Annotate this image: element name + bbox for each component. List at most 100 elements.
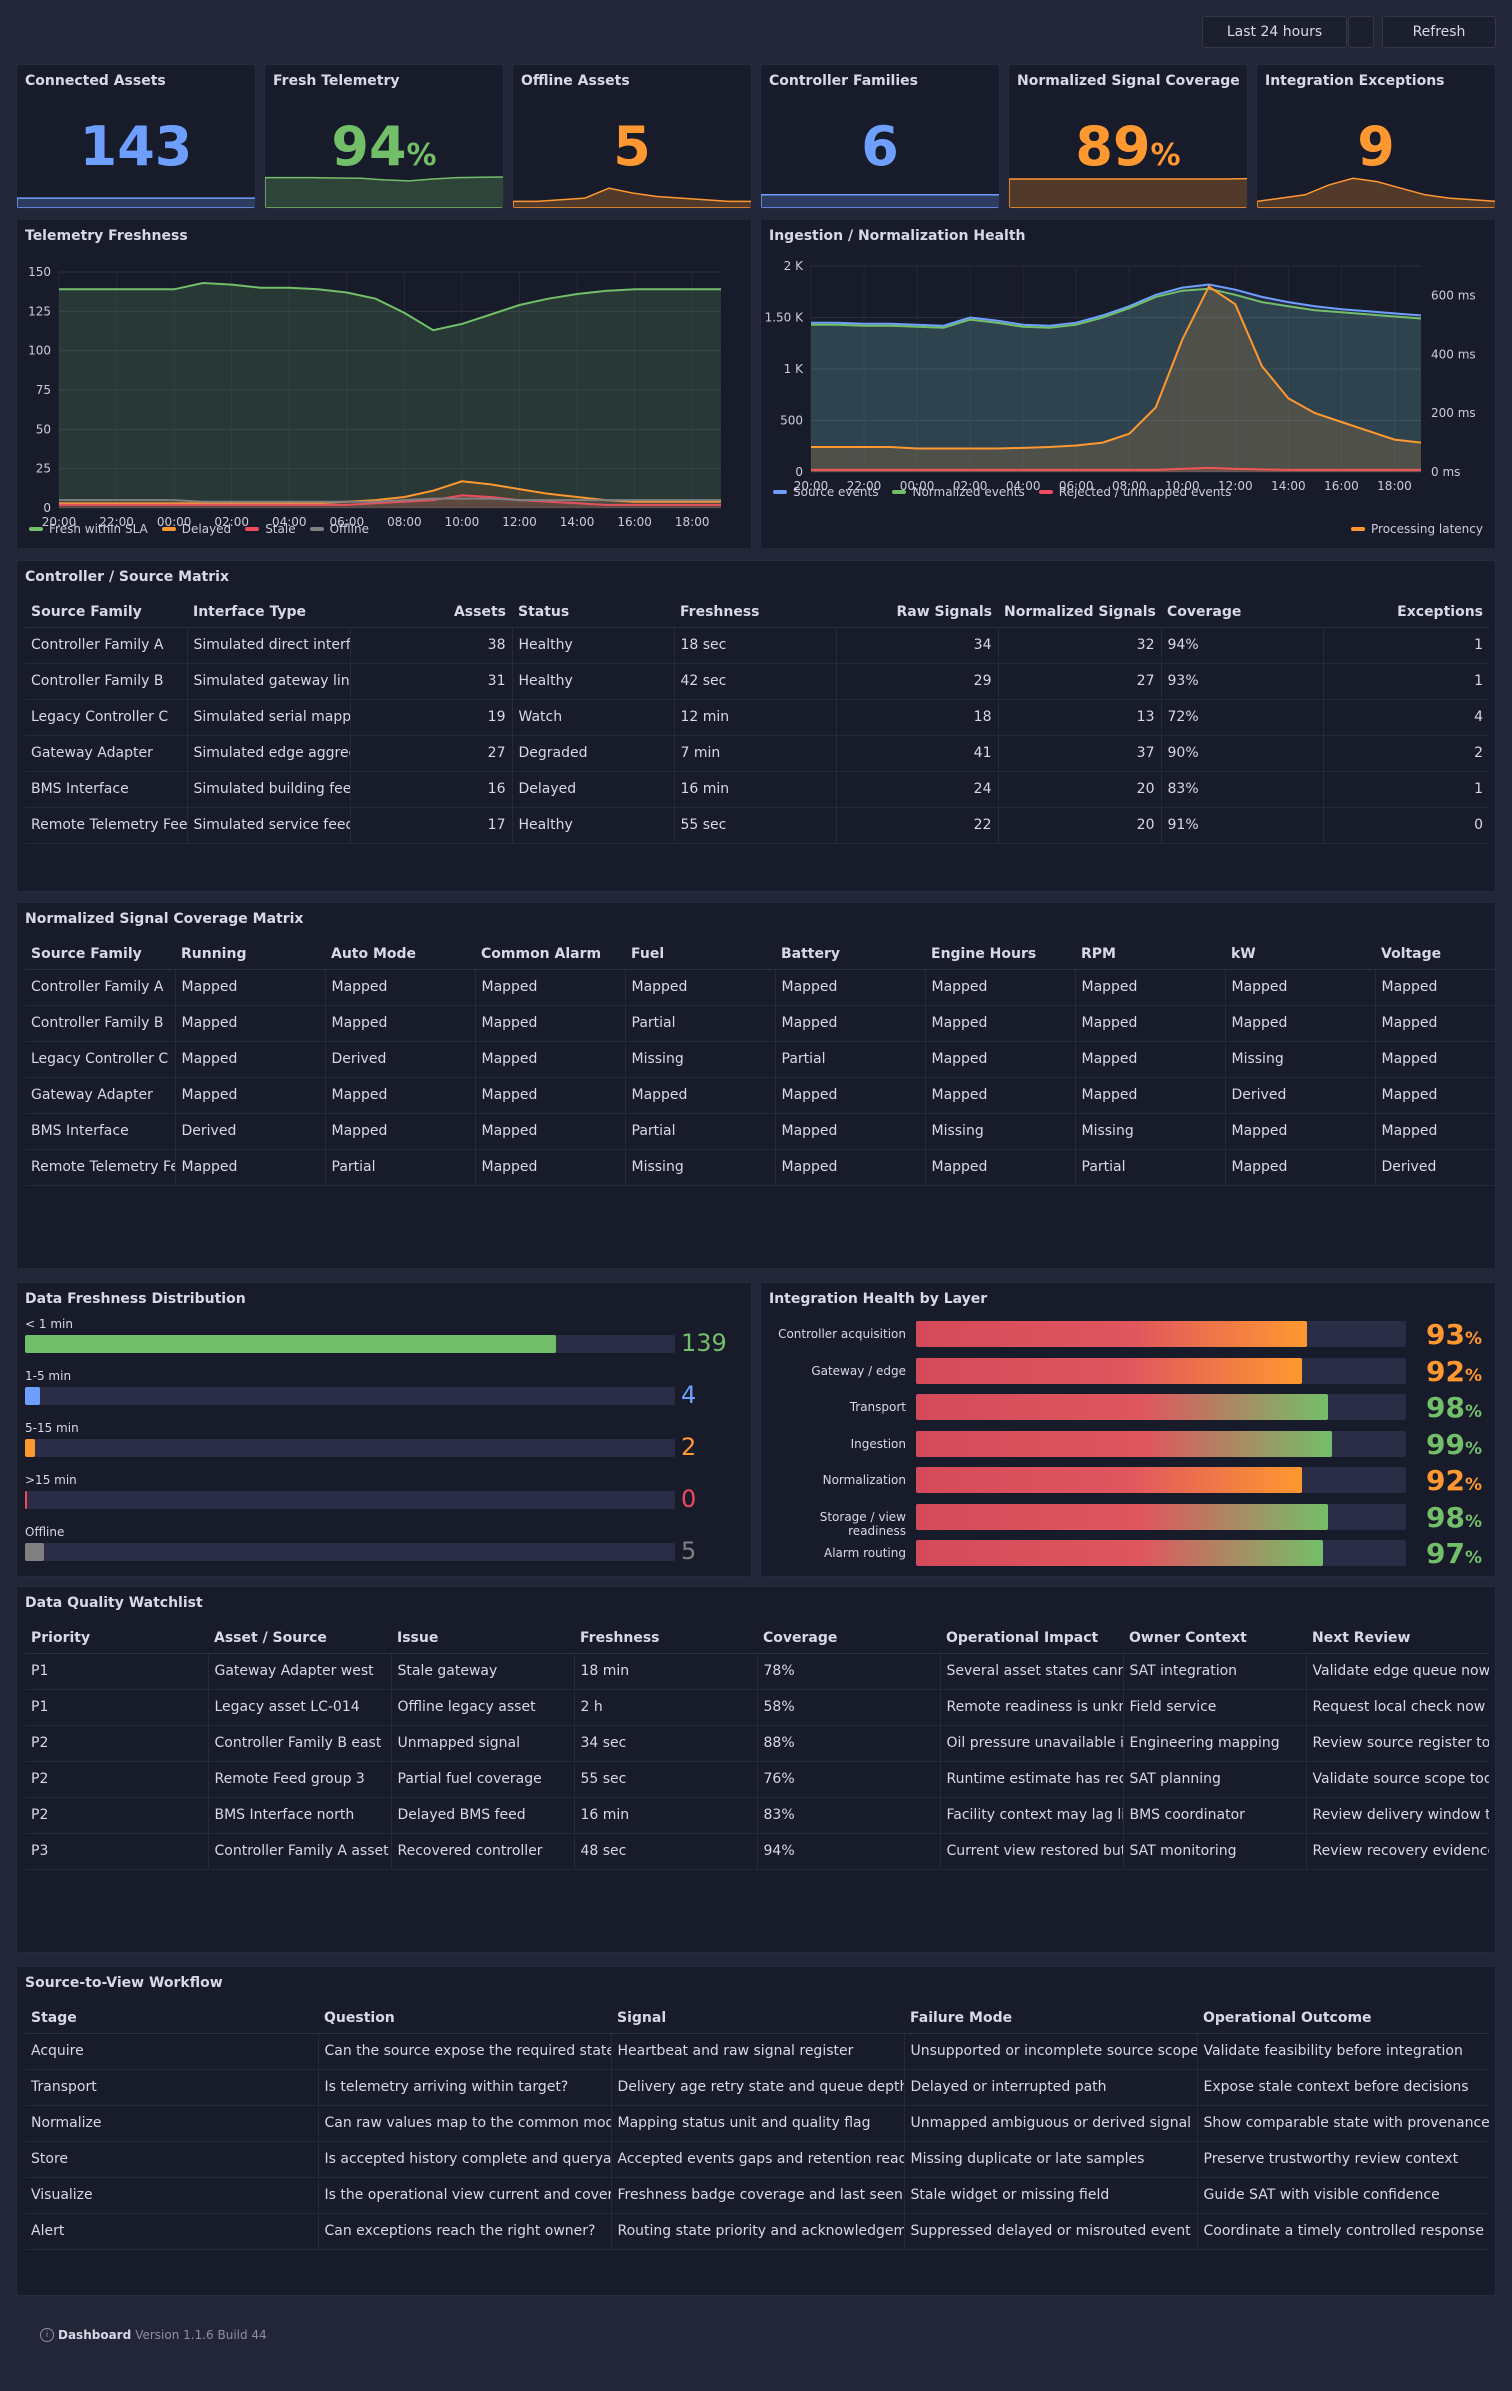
x-tick-label: 00:00	[900, 479, 935, 493]
column-header[interactable]: Battery	[775, 939, 925, 970]
x-tick-label: 18:00	[675, 515, 710, 529]
column-header[interactable]: Exceptions	[1323, 597, 1489, 628]
column-header[interactable]: kW	[1225, 939, 1375, 970]
bar-value: 92%	[1426, 1355, 1482, 1388]
x-tick-label: 22:00	[847, 479, 882, 493]
column-header[interactable]: Asset / Source	[208, 1623, 391, 1654]
legend-item[interactable]: Stale	[245, 522, 296, 536]
column-header[interactable]: Interface Type	[187, 597, 350, 628]
column-header[interactable]: Voltage	[1375, 939, 1495, 970]
table-cell: Mapped	[175, 1005, 326, 1042]
refresh-label: Refresh	[1412, 24, 1466, 40]
legend-item[interactable]: Fresh within SLA	[29, 522, 148, 536]
table-cell: Mapped	[625, 1077, 776, 1114]
table-row: BMS Interface Derived Mapped Mapped Partial M…	[25, 1113, 1495, 1150]
table-cell: 34 sec	[574, 1725, 758, 1762]
legend-swatch	[29, 527, 43, 531]
table-cell: Simulated service feed	[187, 807, 351, 844]
legend-item[interactable]: Processing latency	[1351, 522, 1483, 536]
table-cell: Routing state priority and acknowledgeme…	[611, 2213, 905, 2250]
column-header[interactable]: Running	[175, 939, 325, 970]
table-cell: 72%	[1161, 699, 1324, 736]
table-cell: P3	[25, 1833, 209, 1870]
column-header[interactable]: Freshness	[574, 1623, 757, 1654]
column-header[interactable]: Source Family	[25, 597, 187, 628]
table-cell: Stale widget or missing field	[904, 2177, 1198, 2214]
table-cell: Partial	[775, 1041, 926, 1078]
column-header[interactable]: Next Review	[1306, 1623, 1489, 1654]
table-row: BMS Interface Simulated building feed 16 De…	[25, 771, 1489, 808]
table-cell: Heartbeat and raw signal register	[611, 2033, 905, 2070]
column-header[interactable]: Issue	[391, 1623, 574, 1654]
table-cell: 1	[1323, 771, 1489, 808]
table-cell: Missing duplicate or late samples	[904, 2141, 1198, 2178]
bar-track	[916, 1357, 1406, 1384]
column-header[interactable]: Assets	[350, 597, 512, 628]
legend-item[interactable]: Delayed	[161, 522, 231, 536]
time-range-label: Last 24 hours	[1226, 24, 1323, 40]
table-cell: 76%	[757, 1761, 941, 1798]
table-cell: Mapped	[775, 1113, 926, 1150]
column-header[interactable]: Coverage	[1161, 597, 1323, 628]
table-cell: Mapped	[475, 1005, 626, 1042]
table-cell: Remote Telemetry Feed	[25, 1149, 176, 1186]
table-cell: Mapped	[475, 1077, 626, 1114]
legend-item[interactable]: Normalized events	[892, 485, 1025, 499]
table-cell: BMS Interface north	[208, 1797, 392, 1834]
table-cell: 24	[836, 771, 999, 808]
bar-value-unit: %	[1464, 1475, 1483, 1495]
bar-value-number: 92	[1426, 1464, 1465, 1497]
column-header[interactable]: Raw Signals	[836, 597, 998, 628]
table-cell: Show comparable state with provenance	[1197, 2105, 1489, 2142]
table-cell: Derived	[1375, 1149, 1495, 1186]
bar-value: 0	[681, 1485, 697, 1513]
bar-label: Ingestion	[850, 1436, 906, 1451]
bar-label: 5-15 min	[25, 1421, 79, 1435]
column-header[interactable]: Operational Impact	[940, 1623, 1123, 1654]
table-cell: Simulated edge aggregation	[187, 735, 351, 772]
column-header[interactable]: Normalized Signals	[998, 597, 1161, 628]
column-header[interactable]: Source Family	[25, 939, 175, 970]
table-cell: Is accepted history complete and queryab…	[318, 2141, 612, 2178]
bar-track	[25, 1491, 675, 1509]
column-header[interactable]: Status	[512, 597, 674, 628]
bar-value-number: 97	[1426, 1537, 1465, 1570]
column-header[interactable]: Auto Mode	[325, 939, 475, 970]
table-row: Gateway Adapter Mapped Mapped Mapped Mapped M…	[25, 1077, 1495, 1114]
legend-item[interactable]: Offline	[309, 522, 369, 536]
telemetry-freshness-panel: Telemetry Freshness 0 25 50 75 100 125 150 20:0…	[16, 219, 752, 549]
column-header[interactable]: Failure Mode	[904, 2003, 1197, 2034]
bar-track	[25, 1439, 675, 1457]
x-tick-label: 14:00	[560, 515, 595, 529]
column-header[interactable]: Stage	[25, 2003, 318, 2034]
series-line	[811, 466, 1421, 471]
ingestion-health-panel: Ingestion / Normalization Health 0 500 1 K…	[760, 219, 1496, 549]
column-header[interactable]: RPM	[1075, 939, 1225, 970]
ingestion-health-chart[interactable]: 0 500 1 K 1.50 K 2 K 0 ms 200 ms 400 ms 600 ms 20…	[761, 250, 1496, 510]
column-header[interactable]: Question	[318, 2003, 611, 2034]
legend-item[interactable]: Source events	[773, 485, 878, 499]
refresh-button[interactable]: Refresh	[1382, 16, 1496, 48]
column-header[interactable]: Fuel	[625, 939, 775, 970]
column-header[interactable]: Operational Outcome	[1197, 2003, 1489, 2034]
column-header[interactable]: Common Alarm	[475, 939, 625, 970]
table-cell: Remote Telemetry Feed	[25, 807, 188, 844]
stat-number: 5	[613, 115, 651, 178]
x-tick-label: 12:00	[1218, 479, 1253, 493]
controller-source-table: Source Family Interface Type Assets Status F…	[25, 597, 1489, 844]
time-range-zoom-button[interactable]	[1348, 16, 1374, 48]
table-cell: Unmapped signal	[391, 1725, 575, 1762]
stat-value: 143	[17, 120, 255, 174]
column-header[interactable]: Coverage	[757, 1623, 940, 1654]
table-cell: Field service	[1123, 1689, 1307, 1726]
telemetry-freshness-chart[interactable]: 0 25 50 75 100 125 150 20:00 22:00 00:00 02:00 04:0…	[17, 250, 752, 549]
bar-fill	[25, 1335, 557, 1353]
legend-item[interactable]: Rejected / unmapped events	[1038, 485, 1231, 499]
column-header[interactable]: Freshness	[674, 597, 836, 628]
column-header[interactable]: Signal	[611, 2003, 904, 2034]
column-header[interactable]: Engine Hours	[925, 939, 1075, 970]
y-tick-label: 500	[780, 414, 803, 428]
column-header[interactable]: Owner Context	[1123, 1623, 1306, 1654]
time-range-picker[interactable]: Last 24 hours	[1202, 16, 1347, 48]
column-header[interactable]: Priority	[25, 1623, 208, 1654]
